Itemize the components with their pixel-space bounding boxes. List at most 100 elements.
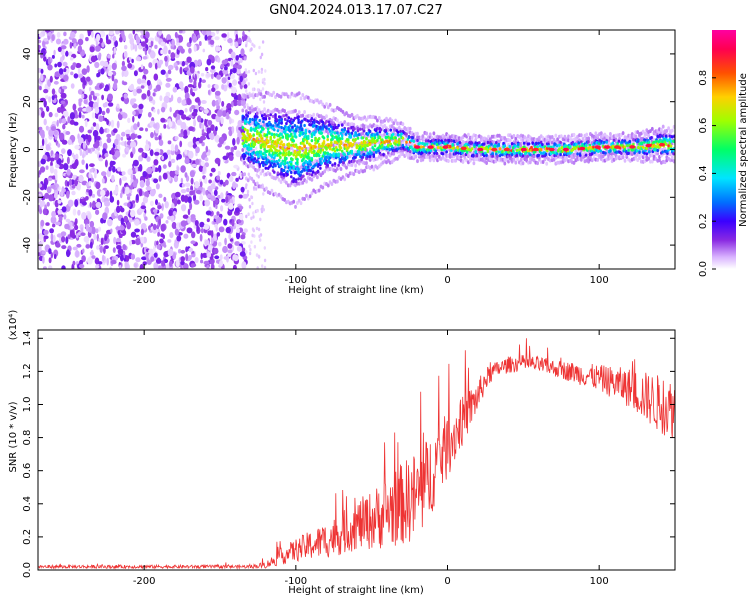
noise-blob <box>116 237 121 243</box>
noise-blob <box>132 110 136 116</box>
noise-blob <box>138 188 143 197</box>
noise-blob <box>227 249 233 254</box>
signal-cell <box>408 150 412 154</box>
signal-cell <box>262 161 265 165</box>
noise-blob <box>106 119 109 126</box>
noise-blob <box>94 173 97 179</box>
signal-halo <box>263 122 266 127</box>
noise-blob <box>153 109 156 113</box>
signal-halo <box>467 152 470 157</box>
noise-blob <box>81 68 88 75</box>
noise-blob <box>121 131 126 137</box>
noise-blob <box>79 33 84 40</box>
signal-halo <box>474 137 478 142</box>
signal-cell <box>364 143 367 148</box>
noise-blob <box>39 129 45 137</box>
noise-blob <box>43 235 49 240</box>
signal-halo <box>252 179 256 184</box>
noise-blob <box>114 256 119 261</box>
noise-blob <box>142 56 148 60</box>
signal-halo <box>245 109 248 114</box>
noise-blob <box>38 44 41 50</box>
noise-blob <box>72 208 77 216</box>
signal-cell <box>310 158 314 162</box>
noise-blob <box>260 207 263 212</box>
noise-blob <box>218 97 222 104</box>
noise-blob <box>123 215 129 223</box>
signal-cell <box>313 120 316 125</box>
noise-blob <box>188 126 194 132</box>
noise-blob <box>43 229 49 235</box>
noise-blob <box>146 156 151 162</box>
noise-blob <box>210 124 215 131</box>
noise-blob <box>138 103 144 110</box>
signal-cell <box>292 166 296 170</box>
noise-blob <box>160 233 165 238</box>
noise-blob <box>88 94 92 102</box>
signal-cell <box>320 131 323 135</box>
noise-blob <box>75 153 79 161</box>
noise-blob <box>76 243 82 248</box>
signal-halo <box>316 175 319 180</box>
noise-blob <box>133 70 138 77</box>
signal-cell <box>296 160 299 164</box>
noise-blob <box>55 38 62 45</box>
noise-blob <box>182 214 189 219</box>
signal-cell <box>316 169 320 173</box>
noise-blob <box>208 54 214 60</box>
noise-blob <box>236 245 242 252</box>
noise-blob <box>231 171 237 177</box>
noise-blob <box>119 253 124 262</box>
noise-blob <box>176 235 182 242</box>
noise-blob <box>98 237 101 243</box>
noise-blob <box>252 228 255 233</box>
noise-blob <box>224 66 228 71</box>
noise-blob <box>257 227 261 232</box>
signal-cell <box>325 125 328 129</box>
signal-cell <box>273 128 276 132</box>
signal-cell <box>343 153 347 157</box>
noise-blob <box>55 221 61 226</box>
signal-cell <box>355 144 359 148</box>
noise-blob <box>235 177 239 182</box>
signal-cell <box>257 140 260 145</box>
signal-cell <box>360 141 364 145</box>
signal-cell <box>280 121 283 125</box>
signal-cell <box>300 119 304 123</box>
noise-blob <box>40 68 44 74</box>
noise-blob <box>72 260 76 266</box>
noise-blob <box>197 59 202 67</box>
noise-blob <box>250 195 254 200</box>
noise-blob <box>60 190 64 197</box>
noise-blob <box>91 112 96 119</box>
noise-blob <box>154 210 157 216</box>
noise-blob <box>215 46 222 52</box>
noise-blob <box>236 136 240 145</box>
noise-blob <box>218 241 222 247</box>
noise-blob <box>125 147 130 153</box>
noise-blob <box>89 220 95 228</box>
signal-halo <box>390 118 394 123</box>
noise-blob <box>57 46 62 53</box>
noise-blob <box>176 166 180 172</box>
noise-blob <box>131 200 136 204</box>
signal-halo <box>263 107 266 112</box>
noise-blob <box>234 109 240 116</box>
noise-blob <box>43 137 48 146</box>
signal-cell <box>332 152 336 156</box>
noise-blob <box>88 172 92 179</box>
noise-blob <box>48 265 53 269</box>
signal-cell <box>303 123 306 128</box>
signal-cell <box>270 132 274 136</box>
noise-blob <box>248 37 251 42</box>
noise-blob <box>112 166 116 173</box>
signal-cell <box>254 139 258 143</box>
noise-blob <box>157 205 162 210</box>
signal-halo <box>512 157 516 162</box>
signal-cell <box>362 152 366 156</box>
noise-blob <box>83 99 88 105</box>
noise-blob <box>119 192 123 199</box>
signal-cell <box>314 130 317 134</box>
noise-blob <box>167 69 172 75</box>
noise-blob <box>128 85 135 91</box>
